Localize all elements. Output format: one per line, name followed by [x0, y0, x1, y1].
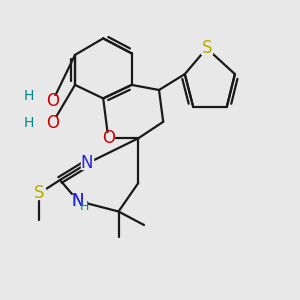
Bar	[81, 158, 93, 169]
Text: N: N	[81, 154, 93, 172]
Text: O: O	[46, 92, 59, 110]
Text: H: H	[23, 89, 34, 103]
Bar	[201, 43, 212, 54]
Bar	[70, 195, 86, 207]
Text: H: H	[23, 116, 34, 130]
Bar	[23, 90, 34, 102]
Text: O: O	[102, 129, 115, 147]
Bar	[23, 117, 34, 129]
Bar	[47, 117, 58, 129]
Text: H: H	[80, 200, 89, 213]
Text: N: N	[72, 192, 84, 210]
Bar	[47, 96, 58, 107]
Bar	[103, 133, 114, 144]
Text: O: O	[46, 114, 59, 132]
Bar	[33, 188, 45, 199]
Text: S: S	[34, 184, 44, 202]
Text: N: N	[72, 192, 84, 210]
Bar	[72, 195, 84, 207]
Text: S: S	[202, 39, 212, 57]
